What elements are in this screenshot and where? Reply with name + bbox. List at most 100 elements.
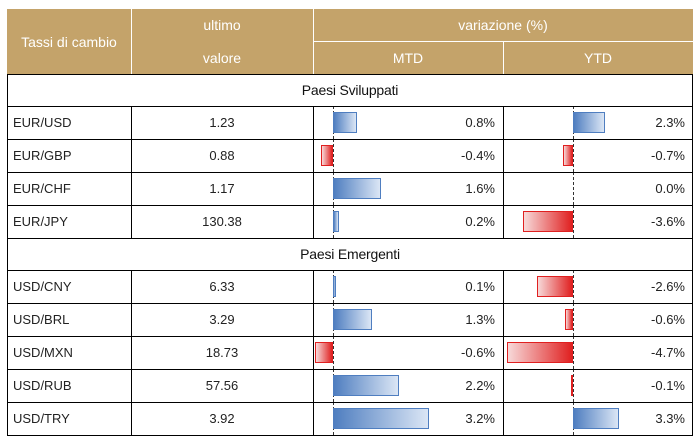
ytd-bar [507,342,573,363]
fx-rates-table: Tassi di cambio ultimo valore variazione… [7,9,693,441]
mtd-bar [333,112,357,133]
last-value: 3.92 [209,411,235,426]
header-change-group: variazione (%) [313,9,693,41]
grid-line [131,139,132,172]
grid-line [131,402,132,435]
grid-line [7,435,693,436]
pair-label: USD/RUB [13,378,72,393]
ytd-value: 3.3% [655,411,685,426]
mtd-value: 1.3% [465,312,495,327]
table-row: EUR/USD 1.23 0.8% 2.3% [7,106,693,139]
grid-line [313,270,314,303]
mtd-cell: 3.2% [313,402,503,435]
grid-line [313,402,314,435]
ytd-value: -3.6% [651,214,685,229]
header-value-bottom-label: valore [202,49,242,66]
grid-line [503,205,504,238]
mtd-cell: 2.2% [313,369,503,402]
value-cell: 3.92 [131,402,313,435]
ytd-bar [564,309,573,330]
table-row: EUR/JPY 130.38 0.2% -3.6% [7,205,693,238]
grid-line [131,106,132,139]
value-cell: 0.88 [131,139,313,172]
header-pair: Tassi di cambio [7,9,131,74]
value-cell: 57.56 [131,369,313,402]
mtd-bar [333,276,336,297]
grid-line [131,336,132,369]
pair-cell: USD/TRY [7,402,131,435]
header-mtd-label: MTD [392,49,424,66]
header-ytd-label: YTD [584,49,612,66]
grid-line [313,172,314,205]
last-value: 1.23 [209,115,235,130]
grid-line [131,303,132,336]
mtd-value: -0.6% [461,345,495,360]
mtd-value: 0.2% [465,214,495,229]
value-cell: 18.73 [131,336,313,369]
ytd-axis-line [573,303,574,336]
last-value: 130.38 [202,214,242,229]
ytd-cell: -0.6% [503,303,693,336]
mtd-value: 2.2% [465,378,495,393]
grid-line [503,106,504,139]
ytd-cell: -0.1% [503,369,693,402]
value-cell: 3.29 [131,303,313,336]
table-row: USD/MXN 18.73 -0.6% -4.7% [7,336,693,369]
pair-cell: USD/CNY [7,270,131,303]
mtd-cell: -0.4% [313,139,503,172]
last-value: 1.17 [209,181,235,196]
ytd-cell: -2.6% [503,270,693,303]
value-cell: 6.33 [131,270,313,303]
header-mtd: MTD [313,41,503,74]
grid-line [131,205,132,238]
grid-line [313,336,314,369]
pair-label: USD/BRL [13,312,70,327]
grid-line [503,270,504,303]
ytd-cell: -4.7% [503,336,693,369]
mtd-value: -0.4% [461,148,495,163]
grid-line [7,270,693,271]
ytd-bar [571,375,573,396]
header-pair-label: Tassi di cambio [21,33,117,50]
grid-line [7,172,693,173]
ytd-axis-line [573,270,574,303]
ytd-axis-line [573,336,574,369]
grid-line [503,336,504,369]
last-value: 18.73 [205,345,239,360]
grid-line [503,303,504,336]
value-cell: 1.17 [131,172,313,205]
grid-line [7,238,693,239]
pair-cell: EUR/USD [7,106,131,139]
header-ytd: YTD [503,41,693,74]
ytd-bar [536,276,573,297]
last-value: 3.29 [209,312,235,327]
grid-line [7,402,693,403]
mtd-axis-line [333,336,334,369]
grid-line [313,303,314,336]
last-value: 6.33 [209,279,235,294]
grid-line [7,336,693,337]
ytd-bar [563,145,573,166]
pair-cell: EUR/JPY [7,205,131,238]
grid-line [313,139,314,172]
ytd-value: -0.1% [651,378,685,393]
section-title: Paesi Emergenti [300,246,400,262]
mtd-cell: 0.2% [313,205,503,238]
grid-line [7,303,693,304]
header-divider [313,41,693,42]
ytd-axis-line [573,205,574,238]
grid-line [131,270,132,303]
grid-line [7,205,693,206]
last-value: 0.88 [209,148,235,163]
grid-line [503,172,504,205]
pair-label: EUR/USD [13,115,72,130]
header-change-label: variazione (%) [458,17,548,33]
mtd-bar [315,342,333,363]
ytd-cell: -0.7% [503,139,693,172]
mtd-cell: 0.8% [313,106,503,139]
pair-cell: EUR/CHF [7,172,131,205]
grid-line [7,369,693,370]
grid-line [313,205,314,238]
pair-label: USD/TRY [13,411,70,426]
ytd-bar [522,211,573,232]
